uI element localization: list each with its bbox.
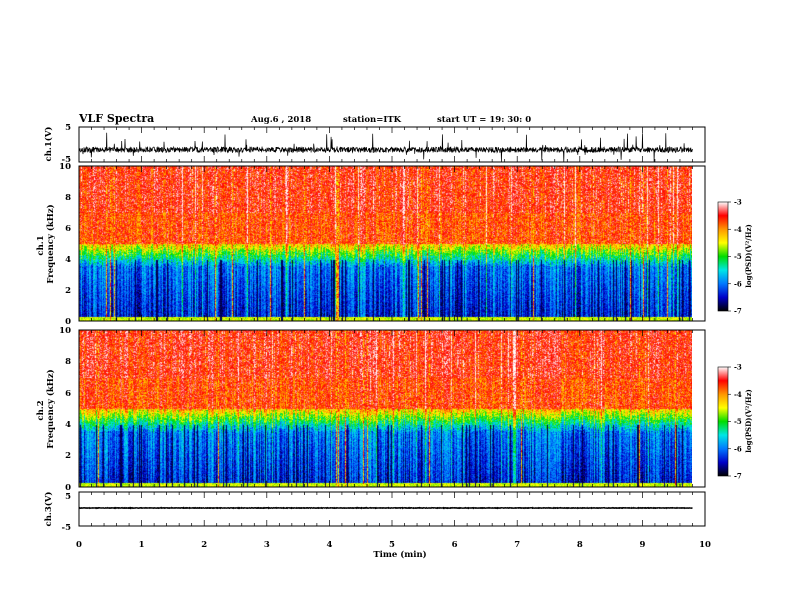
colorbar-tick-label: -6 — [734, 279, 742, 288]
ch3-waveform-ylabel: ch.3(V) — [43, 492, 54, 527]
ch2-colorbar-gradient — [717, 366, 729, 477]
time-tick-label: 6 — [452, 540, 458, 550]
ch2-freq-tick-6: 6 — [65, 389, 71, 399]
ch1-freq-tick-8: 8 — [65, 193, 71, 203]
figure-title: VLF Spectra — [78, 112, 154, 125]
ch2-frequency-label: Frequency (kHz) — [45, 369, 56, 448]
station-label: station=ITK — [343, 115, 402, 125]
ch1-colorbar-ticks: -3 -4 -5 -6 -7 — [728, 198, 742, 316]
colorbar-tick-label: -4 — [734, 225, 742, 234]
time-tick-label: 9 — [639, 540, 645, 550]
time-tick-label: 3 — [264, 540, 270, 550]
ch1-frequency-label: Frequency (kHz) — [45, 204, 56, 283]
time-tick-label: 0 — [76, 540, 82, 550]
ch1-colorbar-label: log(PSD)(V²/Hz) — [744, 224, 753, 288]
ch2-colorbar-ticks: -3 -4 -5 -6 -7 — [728, 363, 742, 481]
colorbar-tick-label: -6 — [734, 444, 742, 453]
time-axis-tick-labels: 0 1 2 3 4 5 6 7 8 9 10 — [76, 540, 711, 550]
ch2-freq-tick-0: 0 — [65, 483, 71, 493]
colorbar-tick-label: -4 — [734, 390, 742, 399]
colorbar-tick-label: -7 — [734, 307, 742, 316]
ch1-freq-tick-4: 4 — [65, 255, 71, 265]
ch1-freq-tick-0: 0 — [65, 317, 71, 327]
ch1-spectrogram-yticks: 0 2 4 6 8 10 — [59, 162, 71, 327]
ch2-channel-label: ch.2 — [36, 400, 46, 420]
ch1-waveform-ylabel: ch.1(V) — [43, 127, 54, 162]
colorbar-tick-label: -7 — [734, 472, 742, 481]
ch1-freq-tick-10: 10 — [59, 162, 71, 172]
ch1-ytick-bottom: -5 — [62, 155, 72, 165]
ch2-freq-tick-2: 2 — [65, 451, 71, 461]
ch3-waveform-panel: 5 -5 ch.3(V) — [43, 491, 706, 533]
ch1-waveform-trace — [78, 132, 693, 163]
start-time-label: start UT = 19: 30: 0 — [437, 115, 531, 125]
colorbar-tick-label: -3 — [734, 363, 742, 372]
ch2-freq-tick-4: 4 — [65, 420, 71, 430]
colorbar-tick-label: -5 — [734, 252, 742, 261]
time-tick-label: 5 — [389, 540, 395, 550]
ch1-ytick-top: 5 — [65, 123, 71, 133]
time-tick-label: 4 — [326, 540, 332, 550]
ch3-waveform-trace — [78, 506, 693, 510]
ch2-spectrogram-image — [79, 330, 692, 487]
ch2-spectrogram-heatmap — [79, 330, 692, 487]
ch2-spectrogram-yticks: 0 2 4 6 8 10 — [59, 326, 71, 493]
ch1-freq-tick-2: 2 — [65, 286, 71, 296]
colorbar-tick-label: -3 — [734, 198, 742, 207]
ch1-waveform-line — [78, 132, 693, 163]
time-axis-ticks — [78, 127, 706, 526]
ch2-spectrogram-panel: ch.2 Frequency (kHz) 0 2 4 6 8 10 — [36, 326, 706, 493]
ch1-channel-label: ch.1 — [36, 235, 46, 255]
time-tick-label: 10 — [699, 540, 711, 550]
time-axis-label: Time (min) — [373, 549, 426, 560]
colorbar-tick-label: -5 — [734, 417, 742, 426]
ch2-colorbar: -3 -4 -5 -6 -7 log(PSD)(V²/Hz) — [717, 363, 753, 481]
ch1-spectrogram-ylabel-channel: ch.1 Frequency (kHz) — [36, 204, 56, 283]
ch1-freq-tick-6: 6 — [65, 224, 71, 234]
ch2-freq-tick-8: 8 — [65, 357, 71, 367]
ch3-waveform-line — [78, 506, 693, 510]
ch1-waveform-panel: 5 -5 ch.1(V) — [43, 123, 706, 165]
ch2-freq-tick-10: 10 — [59, 326, 71, 336]
ch1-spectrogram-panel: ch.1 Frequency (kHz) 0 2 4 6 8 10 — [36, 162, 706, 327]
time-tick-label: 7 — [514, 540, 520, 550]
ch3-ytick-top: 5 — [65, 492, 71, 502]
ch1-colorbar-gradient — [717, 201, 729, 312]
ch3-ytick-bottom: -5 — [62, 523, 72, 533]
time-tick-label: 1 — [139, 540, 145, 550]
ch1-colorbar: -3 -4 -5 -6 -7 log(PSD)(V²/Hz) — [717, 198, 753, 316]
ch1-spectrogram-heatmap — [79, 166, 692, 321]
ch2-colorbar-label: log(PSD)(V²/Hz) — [744, 389, 753, 453]
date-label: Aug.6 , 2018 — [250, 115, 311, 125]
ch1-spectrogram-image — [79, 166, 692, 321]
time-tick-label: 8 — [577, 540, 583, 550]
time-tick-label: 2 — [201, 540, 207, 550]
ch2-spectrogram-ylabel-channel: ch.2 Frequency (kHz) — [36, 369, 56, 448]
